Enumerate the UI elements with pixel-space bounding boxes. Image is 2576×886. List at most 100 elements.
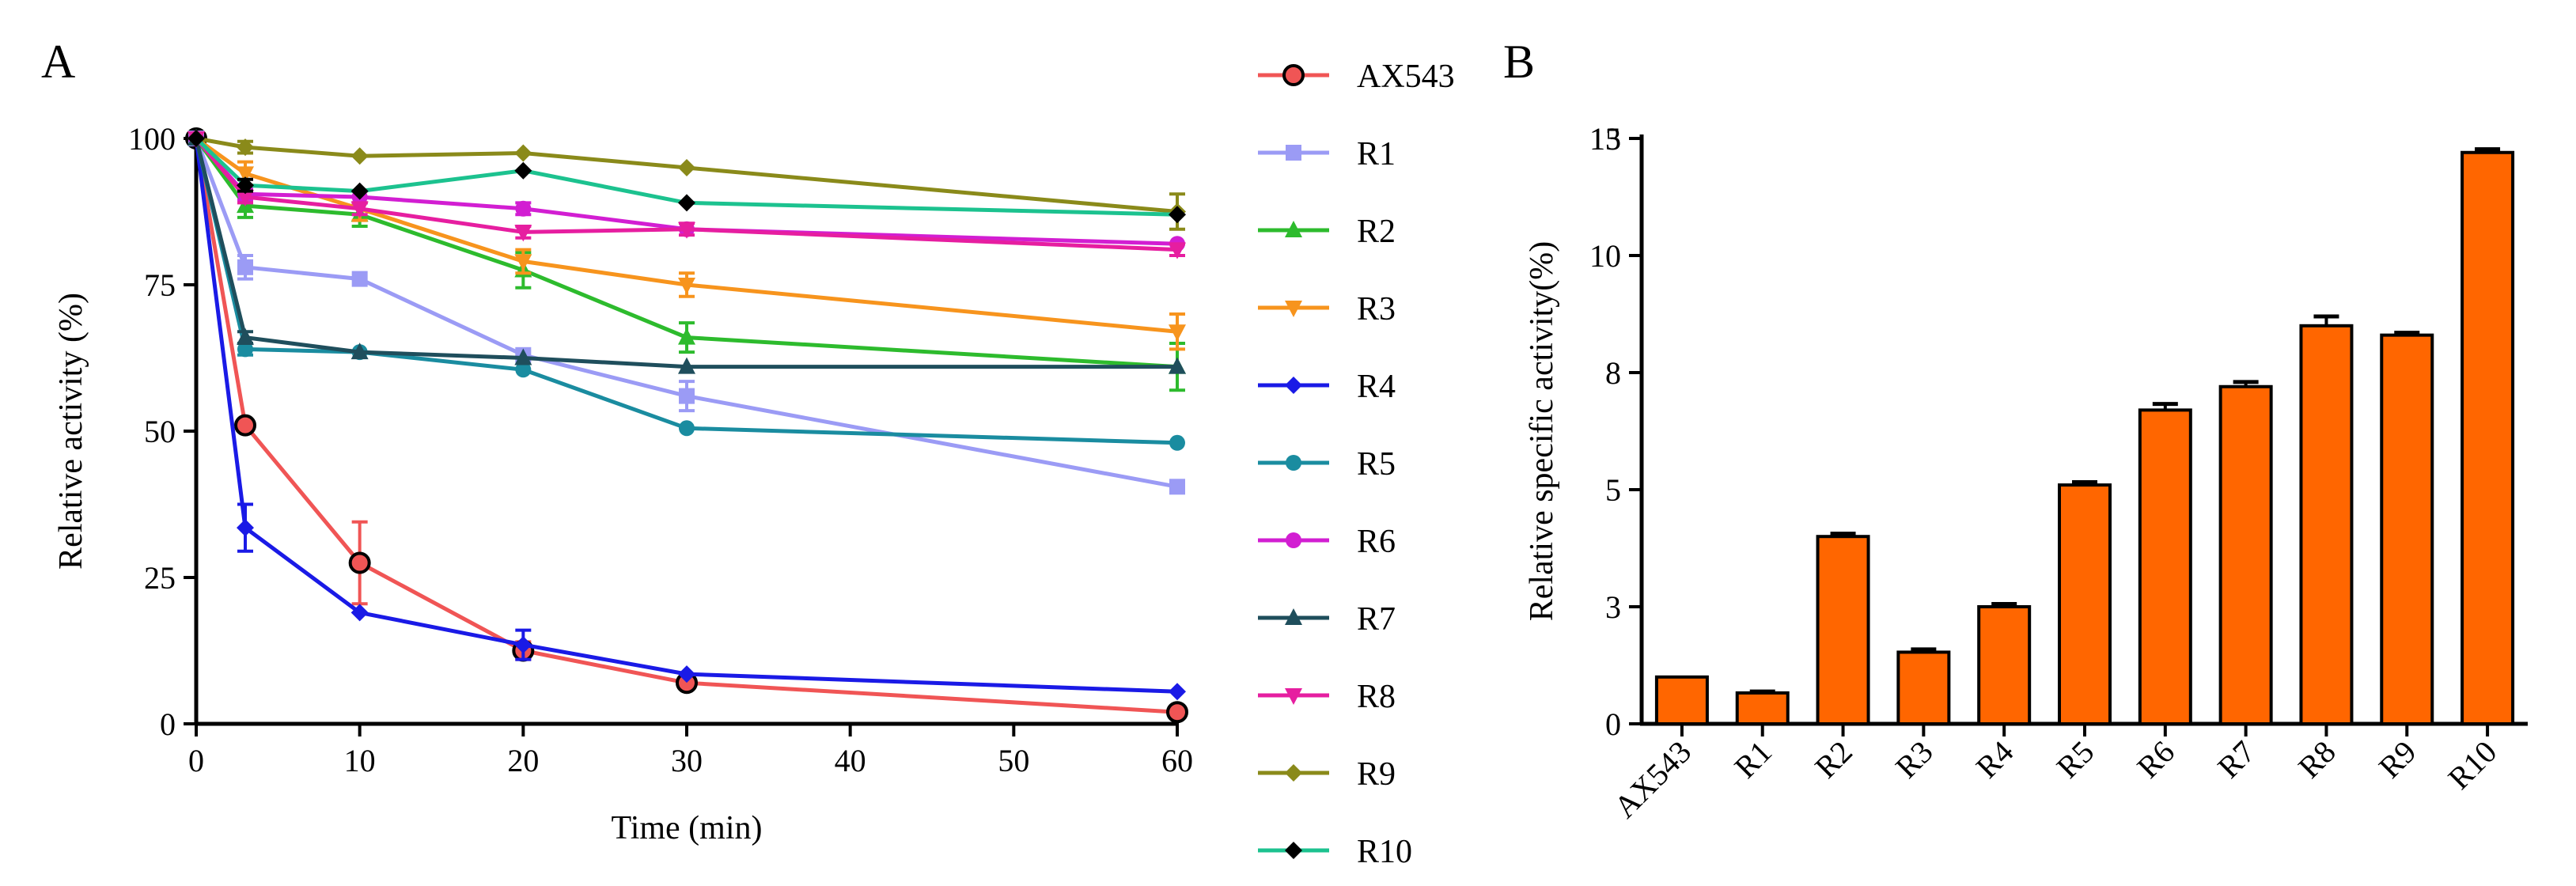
x-tick-label: R6 — [2130, 734, 2181, 786]
data-point — [678, 357, 695, 374]
series-line — [194, 138, 1177, 369]
bar-r9 — [2380, 333, 2434, 725]
legend-label: R1 — [1357, 136, 1396, 172]
data-point — [514, 161, 532, 180]
data-point — [1169, 206, 1186, 224]
data-point — [515, 362, 532, 378]
series-r10 — [188, 130, 1186, 224]
panel-label-a: A — [41, 36, 75, 88]
x-tick-label: R10 — [2441, 734, 2503, 797]
series-r4 — [188, 130, 1186, 701]
bar-r1 — [1735, 691, 1790, 725]
data-point — [1169, 357, 1186, 374]
series-line — [194, 138, 1178, 694]
legend-marker — [1285, 842, 1302, 859]
x-tick-label: R4 — [1969, 734, 2021, 786]
panel-label-b: B — [1503, 36, 1535, 88]
x-tick-label: R5 — [2050, 734, 2101, 786]
series-line — [195, 137, 1178, 252]
panel-a-legend: AX543 R1 R2 R3 R4 R5 R6 R7 R8 R9 R10 — [1258, 59, 1455, 870]
data-point — [514, 348, 532, 365]
bar-r5 — [2058, 483, 2112, 726]
data-point — [514, 144, 532, 162]
data-point — [514, 254, 532, 271]
bar-ax543 — [1654, 675, 1709, 725]
data-point — [678, 194, 695, 212]
legend-marker — [1286, 532, 1301, 548]
legend-marker — [1285, 301, 1302, 317]
series-line — [195, 136, 1178, 214]
data-point — [678, 222, 695, 239]
y-tick-label: 3 — [1605, 589, 1621, 625]
data-point — [678, 328, 695, 345]
data-point — [1169, 324, 1186, 342]
x-tick-label: R7 — [2210, 734, 2262, 786]
legend-item-r4: R4 — [1258, 369, 1396, 405]
bar-r3 — [1896, 650, 1951, 726]
legend-marker — [1286, 455, 1301, 471]
x-tick-label: 50 — [998, 743, 1029, 778]
data-point — [237, 138, 254, 157]
legend-item-r1: R1 — [1258, 136, 1396, 172]
legend-marker — [1285, 221, 1302, 237]
legend-item-ax543: AX543 — [1258, 59, 1455, 95]
data-point — [1169, 434, 1185, 451]
series-line — [195, 137, 1178, 217]
y-axis-label: Relative activity (%) — [53, 293, 89, 570]
legend-label: R5 — [1357, 446, 1396, 483]
data-point — [237, 166, 254, 184]
x-tick-label: R1 — [1727, 734, 1779, 786]
series-line — [194, 137, 1178, 369]
data-point — [514, 636, 532, 654]
bar-r10 — [2460, 150, 2515, 725]
data-point — [678, 665, 695, 683]
data-point — [350, 201, 369, 218]
legend-label: R3 — [1357, 291, 1396, 328]
x-tick-label: 60 — [1161, 743, 1193, 778]
x-tick-label: 40 — [835, 743, 866, 778]
data-point — [237, 176, 254, 195]
legend-item-r9: R9 — [1258, 756, 1396, 793]
legend-label: R4 — [1357, 369, 1396, 405]
panel-a-line-chart: A 0 25 50 75 100 0 10 20 30 40 50 60 Time (min) Relati… — [41, 36, 1193, 846]
bar-r2 — [1816, 535, 1870, 726]
y-tick-label: 13 — [1589, 121, 1621, 157]
legend-label: R9 — [1357, 756, 1396, 793]
legend-marker — [1285, 377, 1302, 394]
data-point — [679, 388, 695, 404]
y-tick-label: 5 — [1605, 472, 1621, 508]
x-tick-label: R8 — [2291, 734, 2343, 786]
x-tick-label: R3 — [1888, 734, 1940, 786]
x-tick-label: 0 — [188, 743, 204, 778]
data-point — [350, 147, 369, 165]
legend-label: R6 — [1357, 524, 1396, 560]
data-point — [237, 519, 254, 537]
legend-item-r2: R2 — [1258, 214, 1396, 250]
x-tick-label: 30 — [671, 743, 703, 778]
bar-r7 — [2218, 384, 2273, 725]
data-point — [350, 604, 369, 622]
legend-item-r5: R5 — [1258, 446, 1396, 483]
y-tick-label: 25 — [144, 560, 176, 596]
series-line — [194, 138, 1178, 714]
legend-marker — [1282, 64, 1305, 86]
data-point — [188, 130, 205, 147]
y-tick-label: 8 — [1605, 355, 1621, 391]
data-point — [678, 159, 695, 176]
y-tick-label: 50 — [144, 414, 176, 449]
legend-label: R8 — [1357, 679, 1396, 715]
legend-label: R10 — [1357, 834, 1412, 870]
bar-r8 — [2299, 324, 2354, 725]
data-point — [1169, 479, 1185, 495]
series-r9 — [188, 130, 1186, 231]
x-axis-label: Time (min) — [612, 810, 763, 846]
data-point — [515, 200, 532, 217]
legend-item-r7: R7 — [1258, 601, 1396, 638]
x-tick-label: R2 — [1808, 734, 1859, 786]
data-point — [237, 190, 254, 206]
data-point — [348, 551, 371, 574]
data-point — [514, 225, 532, 242]
data-point — [237, 259, 253, 275]
bar-r6 — [2138, 408, 2192, 725]
